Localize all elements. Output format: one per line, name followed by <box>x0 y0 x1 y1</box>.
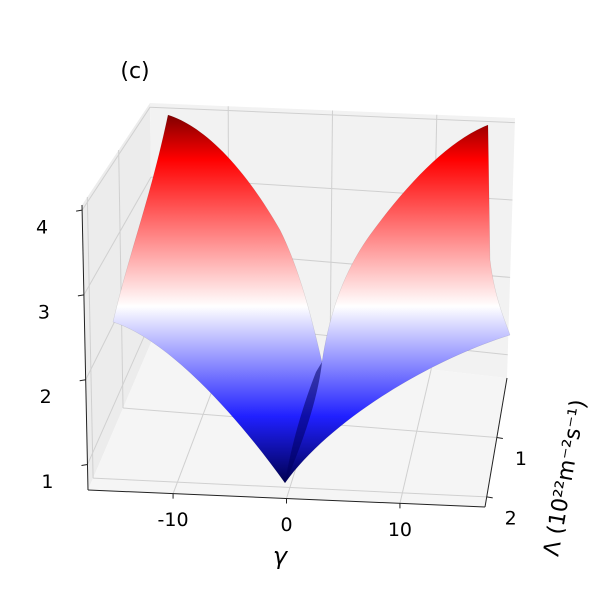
z-tick-label: 2 <box>40 386 52 408</box>
chart-title: (c) <box>120 59 149 84</box>
y-axis <box>484 377 508 508</box>
grid-line <box>86 196 94 479</box>
grid-line <box>81 106 151 211</box>
z-tick <box>77 294 84 297</box>
surface <box>112 114 511 484</box>
y-tick-label: 2 <box>505 507 517 529</box>
y-tick <box>496 436 503 439</box>
grid-line <box>83 176 152 296</box>
left-pane <box>82 103 153 490</box>
z-tick <box>81 464 88 467</box>
x-tick-label: 10 <box>388 519 412 541</box>
x-tick-label: -10 <box>158 509 189 531</box>
y-axis-label: Λ (10²²m⁻²s⁻¹) <box>539 398 591 559</box>
surface-trough <box>285 362 322 483</box>
grid-line <box>150 106 515 124</box>
z-tick-label: 3 <box>38 301 50 323</box>
z-tick <box>76 209 83 212</box>
grid-line <box>399 369 432 504</box>
grid-line <box>93 477 487 498</box>
y-tick-label: 1 <box>515 448 527 470</box>
x-axis-label: γ <box>273 542 289 570</box>
z-tick <box>79 379 86 382</box>
z-tick-label: 4 <box>36 217 48 239</box>
z-axis <box>81 204 89 491</box>
z-tick-label: 1 <box>41 471 53 493</box>
grid-line <box>87 316 154 465</box>
y-tick <box>486 496 493 499</box>
x-tick-label: 0 <box>280 514 292 536</box>
grid-line <box>118 149 124 409</box>
grid-line <box>329 110 333 359</box>
